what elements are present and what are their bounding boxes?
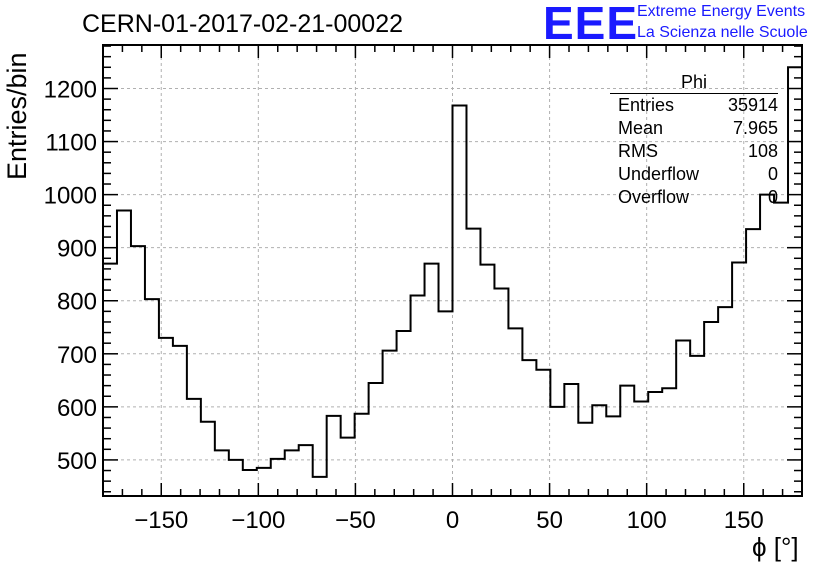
y-tick-label: 1100 xyxy=(45,130,97,157)
x-tick-label: −50 xyxy=(335,507,376,534)
stats-value: 35914 xyxy=(727,95,778,115)
x-tick-label: 50 xyxy=(536,507,563,534)
logo-line-2: La Scienza nelle Scuole xyxy=(637,24,808,41)
histogram-step-line xyxy=(103,66,802,478)
y-axis-label: Entries/bin xyxy=(2,52,32,180)
y-tick-label: 700 xyxy=(57,342,97,369)
stats-label: Underflow xyxy=(618,164,700,184)
stats-title: Phi xyxy=(610,72,778,94)
stats-row-entries: Entries 35914 xyxy=(610,94,778,117)
x-tick-label: 0 xyxy=(446,507,459,534)
y-tick-label: 500 xyxy=(57,448,97,475)
x-tick-label: 100 xyxy=(627,507,667,534)
stats-value: 7.965 xyxy=(732,118,778,138)
x-tick-label: −100 xyxy=(231,507,285,534)
stats-value: 0 xyxy=(767,187,778,207)
stats-label: Entries xyxy=(618,95,675,115)
x-tick-label: 150 xyxy=(724,507,764,534)
stats-box: Phi Entries 35914 Mean 7.965 RMS 108 Und… xyxy=(610,72,778,209)
stats-row-rms: RMS 108 xyxy=(610,140,778,163)
stats-label: RMS xyxy=(618,141,658,161)
logo-line-1: Extreme Energy Events xyxy=(637,3,806,20)
y-axis: 500 600 700 800 900 1000 1100 1200 xyxy=(44,45,802,493)
stats-row-underflow: Underflow 0 xyxy=(610,163,778,186)
y-tick-label: 800 xyxy=(57,289,97,316)
x-tick-label: −150 xyxy=(134,507,188,534)
eee-logo: EEE xyxy=(543,0,639,49)
stats-label: Mean xyxy=(618,118,664,138)
stats-label: Overflow xyxy=(618,187,690,207)
x-axis-label: ϕ [°] xyxy=(752,532,799,562)
y-tick-label: 900 xyxy=(57,236,97,263)
x-axis: −150 −100 −50 0 50 100 150 xyxy=(121,45,784,534)
y-tick-label: 1200 xyxy=(44,77,97,104)
y-tick-label: 1000 xyxy=(44,183,97,210)
stats-row-overflow: Overflow 0 xyxy=(610,186,778,209)
stats-value: 0 xyxy=(767,164,778,184)
stats-value: 108 xyxy=(747,141,778,161)
chart-title: CERN-01-2017-02-21-00022 xyxy=(82,10,404,38)
stats-row-mean: Mean 7.965 xyxy=(610,117,778,140)
y-tick-label: 600 xyxy=(57,395,97,422)
